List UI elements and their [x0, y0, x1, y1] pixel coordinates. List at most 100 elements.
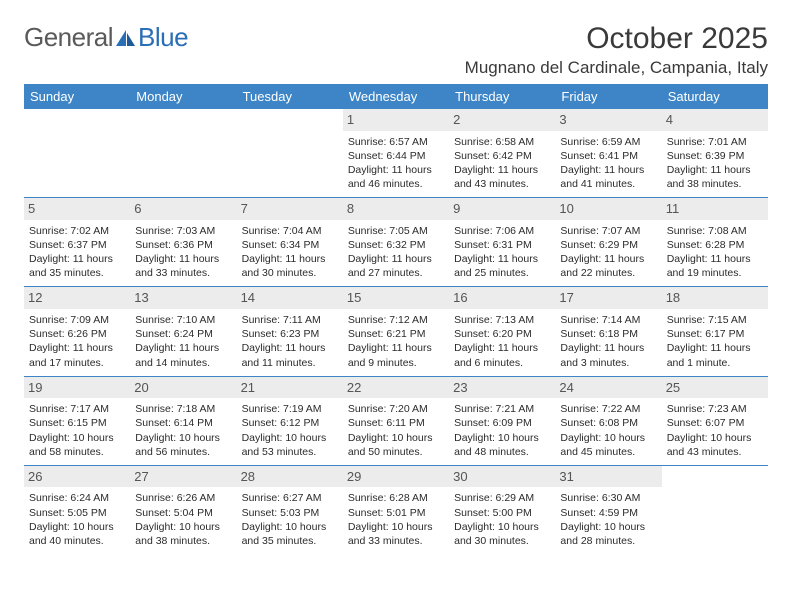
calendar-day-cell: 8Sunrise: 7:05 AMSunset: 6:32 PMDaylight… — [343, 198, 449, 287]
sunset-text: Sunset: 6:41 PM — [560, 149, 656, 163]
sunset-text: Sunset: 6:44 PM — [348, 149, 444, 163]
calendar-day-cell: 16Sunrise: 7:13 AMSunset: 6:20 PMDayligh… — [449, 287, 555, 376]
sunrise-text: Sunrise: 7:12 AM — [348, 313, 444, 327]
weekday-header: Saturday — [662, 84, 768, 109]
daylight-text: Daylight: 11 hours and 11 minutes. — [242, 341, 338, 369]
sunset-text: Sunset: 6:32 PM — [348, 238, 444, 252]
daylight-text: Daylight: 11 hours and 9 minutes. — [348, 341, 444, 369]
weekday-header: Wednesday — [343, 84, 449, 109]
calendar-day-cell: 20Sunrise: 7:18 AMSunset: 6:14 PMDayligh… — [130, 376, 236, 465]
daylight-text: Daylight: 11 hours and 43 minutes. — [454, 163, 550, 191]
day-number: 21 — [237, 377, 343, 399]
daylight-text: Daylight: 11 hours and 14 minutes. — [135, 341, 231, 369]
sunset-text: Sunset: 6:26 PM — [29, 327, 125, 341]
day-number: 8 — [343, 198, 449, 220]
brand-logo: General Blue — [24, 22, 188, 53]
sunrise-text: Sunrise: 7:14 AM — [560, 313, 656, 327]
calendar-day-cell — [237, 109, 343, 198]
calendar-week-row: 26Sunrise: 6:24 AMSunset: 5:05 PMDayligh… — [24, 465, 768, 554]
day-number: 10 — [555, 198, 661, 220]
day-number: 27 — [130, 466, 236, 488]
sunset-text: Sunset: 6:24 PM — [135, 327, 231, 341]
sunset-text: Sunset: 6:18 PM — [560, 327, 656, 341]
sunset-text: Sunset: 5:04 PM — [135, 506, 231, 520]
daylight-text: Daylight: 10 hours and 38 minutes. — [135, 520, 231, 548]
day-number: 4 — [662, 109, 768, 131]
calendar-day-cell: 4Sunrise: 7:01 AMSunset: 6:39 PMDaylight… — [662, 109, 768, 198]
day-number: 3 — [555, 109, 661, 131]
calendar-week-row: 1Sunrise: 6:57 AMSunset: 6:44 PMDaylight… — [24, 109, 768, 198]
daylight-text: Daylight: 10 hours and 45 minutes. — [560, 431, 656, 459]
daylight-text: Daylight: 11 hours and 6 minutes. — [454, 341, 550, 369]
calendar-week-row: 5Sunrise: 7:02 AMSunset: 6:37 PMDaylight… — [24, 198, 768, 287]
day-number: 30 — [449, 466, 555, 488]
sunset-text: Sunset: 6:21 PM — [348, 327, 444, 341]
daylight-text: Daylight: 10 hours and 48 minutes. — [454, 431, 550, 459]
header: General Blue October 2025 Mugnano del Ca… — [24, 22, 768, 78]
sunset-text: Sunset: 6:23 PM — [242, 327, 338, 341]
sunrise-text: Sunrise: 7:06 AM — [454, 224, 550, 238]
sunrise-text: Sunrise: 7:18 AM — [135, 402, 231, 416]
brand-text-2: Blue — [138, 22, 188, 53]
sunset-text: Sunset: 6:42 PM — [454, 149, 550, 163]
calendar-day-cell: 5Sunrise: 7:02 AMSunset: 6:37 PMDaylight… — [24, 198, 130, 287]
sunset-text: Sunset: 6:28 PM — [667, 238, 763, 252]
daylight-text: Daylight: 11 hours and 19 minutes. — [667, 252, 763, 280]
day-number: 11 — [662, 198, 768, 220]
sunset-text: Sunset: 6:14 PM — [135, 416, 231, 430]
calendar-day-cell: 27Sunrise: 6:26 AMSunset: 5:04 PMDayligh… — [130, 465, 236, 554]
weekday-header-row: Sunday Monday Tuesday Wednesday Thursday… — [24, 84, 768, 109]
sunset-text: Sunset: 6:07 PM — [667, 416, 763, 430]
daylight-text: Daylight: 11 hours and 1 minute. — [667, 341, 763, 369]
sunset-text: Sunset: 6:08 PM — [560, 416, 656, 430]
calendar-day-cell: 28Sunrise: 6:27 AMSunset: 5:03 PMDayligh… — [237, 465, 343, 554]
sunset-text: Sunset: 6:31 PM — [454, 238, 550, 252]
calendar-day-cell: 6Sunrise: 7:03 AMSunset: 6:36 PMDaylight… — [130, 198, 236, 287]
sunset-text: Sunset: 6:39 PM — [667, 149, 763, 163]
calendar-day-cell — [24, 109, 130, 198]
day-number: 29 — [343, 466, 449, 488]
calendar-day-cell: 9Sunrise: 7:06 AMSunset: 6:31 PMDaylight… — [449, 198, 555, 287]
day-number: 17 — [555, 287, 661, 309]
daylight-text: Daylight: 11 hours and 35 minutes. — [29, 252, 125, 280]
day-number: 31 — [555, 466, 661, 488]
calendar-day-cell: 26Sunrise: 6:24 AMSunset: 5:05 PMDayligh… — [24, 465, 130, 554]
calendar-day-cell: 10Sunrise: 7:07 AMSunset: 6:29 PMDayligh… — [555, 198, 661, 287]
sunrise-text: Sunrise: 7:13 AM — [454, 313, 550, 327]
day-number: 28 — [237, 466, 343, 488]
day-number: 20 — [130, 377, 236, 399]
title-block: October 2025 Mugnano del Cardinale, Camp… — [465, 22, 768, 78]
day-number: 23 — [449, 377, 555, 399]
day-number: 1 — [343, 109, 449, 131]
calendar-day-cell: 29Sunrise: 6:28 AMSunset: 5:01 PMDayligh… — [343, 465, 449, 554]
sunrise-text: Sunrise: 7:15 AM — [667, 313, 763, 327]
location-subtitle: Mugnano del Cardinale, Campania, Italy — [465, 58, 768, 78]
calendar-day-cell: 17Sunrise: 7:14 AMSunset: 6:18 PMDayligh… — [555, 287, 661, 376]
day-number: 25 — [662, 377, 768, 399]
sunrise-text: Sunrise: 6:58 AM — [454, 135, 550, 149]
calendar-week-row: 12Sunrise: 7:09 AMSunset: 6:26 PMDayligh… — [24, 287, 768, 376]
sunrise-text: Sunrise: 7:11 AM — [242, 313, 338, 327]
day-number: 5 — [24, 198, 130, 220]
sunrise-text: Sunrise: 6:28 AM — [348, 491, 444, 505]
calendar-day-cell: 25Sunrise: 7:23 AMSunset: 6:07 PMDayligh… — [662, 376, 768, 465]
sunrise-text: Sunrise: 6:59 AM — [560, 135, 656, 149]
sunset-text: Sunset: 6:09 PM — [454, 416, 550, 430]
sunrise-text: Sunrise: 7:23 AM — [667, 402, 763, 416]
calendar-day-cell: 7Sunrise: 7:04 AMSunset: 6:34 PMDaylight… — [237, 198, 343, 287]
sunset-text: Sunset: 6:20 PM — [454, 327, 550, 341]
daylight-text: Daylight: 10 hours and 53 minutes. — [242, 431, 338, 459]
sunset-text: Sunset: 5:03 PM — [242, 506, 338, 520]
sunset-text: Sunset: 6:29 PM — [560, 238, 656, 252]
calendar-week-row: 19Sunrise: 7:17 AMSunset: 6:15 PMDayligh… — [24, 376, 768, 465]
calendar-day-cell: 11Sunrise: 7:08 AMSunset: 6:28 PMDayligh… — [662, 198, 768, 287]
sunset-text: Sunset: 6:15 PM — [29, 416, 125, 430]
daylight-text: Daylight: 11 hours and 41 minutes. — [560, 163, 656, 191]
daylight-text: Daylight: 10 hours and 28 minutes. — [560, 520, 656, 548]
daylight-text: Daylight: 10 hours and 40 minutes. — [29, 520, 125, 548]
sunset-text: Sunset: 6:11 PM — [348, 416, 444, 430]
daylight-text: Daylight: 11 hours and 17 minutes. — [29, 341, 125, 369]
sunset-text: Sunset: 6:36 PM — [135, 238, 231, 252]
sunrise-text: Sunrise: 6:27 AM — [242, 491, 338, 505]
sail-icon — [115, 28, 137, 48]
